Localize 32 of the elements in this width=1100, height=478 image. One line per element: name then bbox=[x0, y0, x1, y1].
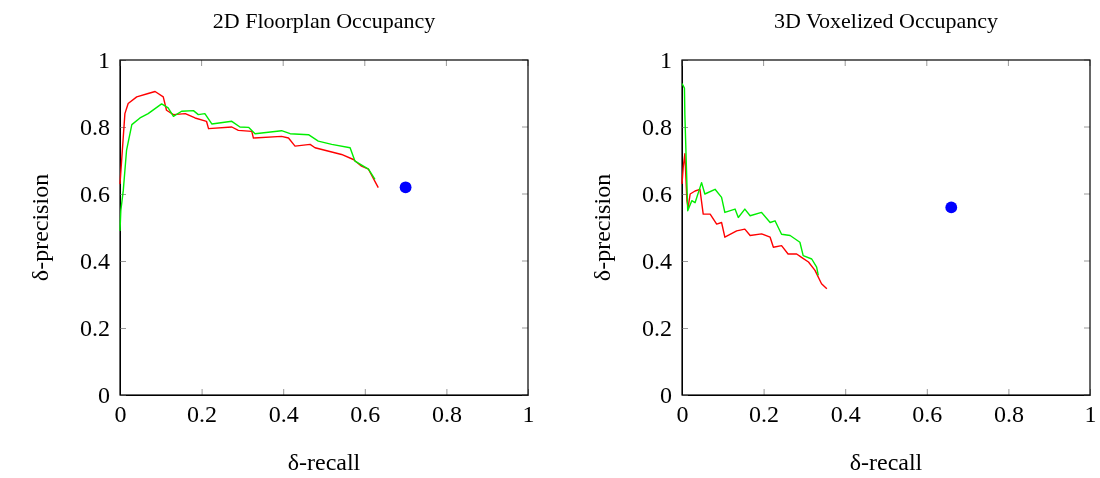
x-tick-label: 0.4 bbox=[830, 401, 861, 428]
y-tick-label: 0 bbox=[660, 382, 672, 409]
y-tick-label: 0.4 bbox=[80, 248, 110, 275]
line-series bbox=[681, 153, 828, 290]
chart-title: 3D Voxelized Occupancy bbox=[773, 8, 999, 33]
x-tick-label: 0.2 bbox=[749, 401, 780, 428]
y-tick-label: 0.2 bbox=[80, 315, 110, 342]
y-tick-label: 1 bbox=[98, 47, 110, 74]
y-tick-label: 1 bbox=[660, 47, 672, 74]
y-tick-label: 0.8 bbox=[80, 114, 110, 141]
x-tick-label: 0.6 bbox=[912, 401, 943, 428]
chart-title: 2D Floorplan Occupancy bbox=[212, 8, 436, 33]
y-tick-label: 0.8 bbox=[642, 114, 672, 141]
y-tick-label: 0.6 bbox=[642, 181, 672, 208]
x-tick-label: 0.6 bbox=[350, 401, 381, 428]
x-tick-label: 0.4 bbox=[268, 401, 299, 428]
x-axis-title: δ-recall bbox=[287, 449, 361, 475]
line-series bbox=[119, 90, 379, 189]
x-tick-label: 0.8 bbox=[431, 401, 462, 428]
x-tick-label: 0.2 bbox=[187, 401, 218, 428]
line-series bbox=[681, 82, 819, 277]
y-tick-label: 0 bbox=[98, 382, 110, 409]
x-tick-label: 0.8 bbox=[993, 401, 1024, 428]
y-axis-title: δ-precision bbox=[589, 173, 615, 282]
y-axis-title: δ-precision bbox=[27, 173, 53, 282]
x-tick-label: 1 bbox=[522, 401, 535, 428]
x-axis-title: δ-recall bbox=[849, 449, 923, 475]
line-series bbox=[119, 103, 376, 232]
y-tick-label: 0.2 bbox=[642, 315, 672, 342]
y-tick-label: 0.4 bbox=[642, 248, 672, 275]
x-tick-label: 1 bbox=[1084, 401, 1097, 428]
y-tick-label: 0.6 bbox=[80, 181, 110, 208]
